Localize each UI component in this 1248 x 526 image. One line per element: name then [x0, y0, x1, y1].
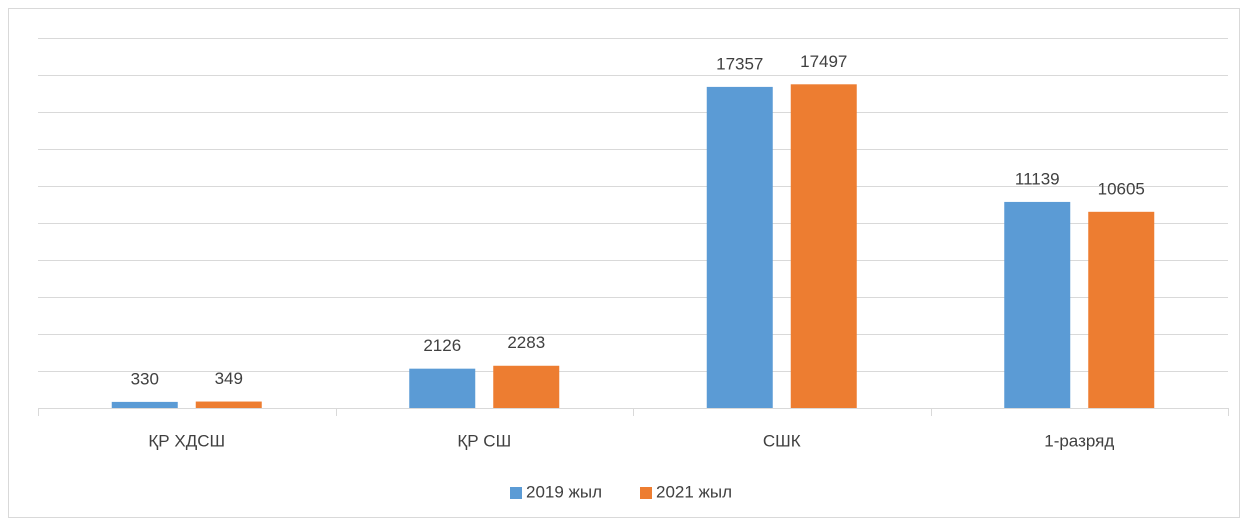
x-tick-label: 1-разряд — [1044, 431, 1114, 450]
x-tick-label: ҚР СШ — [457, 431, 511, 450]
bar — [790, 84, 857, 409]
value-label: 11139 — [1015, 169, 1060, 188]
legend-swatch — [510, 487, 522, 499]
value-label: 10605 — [1098, 179, 1145, 198]
value-label: 349 — [215, 369, 243, 388]
value-label: 2283 — [507, 333, 545, 352]
legend-label: 2021 жыл — [656, 482, 732, 501]
legend-label: 2019 жыл — [526, 482, 602, 501]
x-tick-label: ҚР ХДСШ — [148, 431, 225, 450]
value-label: 17357 — [716, 54, 763, 73]
legend-swatch — [640, 487, 652, 499]
bar — [195, 401, 262, 408]
bar — [1088, 211, 1155, 408]
value-label: 17497 — [800, 52, 847, 71]
bar — [706, 86, 773, 408]
x-tick-label: СШК — [763, 431, 801, 450]
bar — [493, 365, 560, 408]
value-label: 330 — [131, 369, 159, 388]
bar — [1004, 201, 1071, 408]
bar — [409, 368, 476, 408]
bar — [111, 401, 178, 408]
value-label: 2126 — [423, 336, 461, 355]
